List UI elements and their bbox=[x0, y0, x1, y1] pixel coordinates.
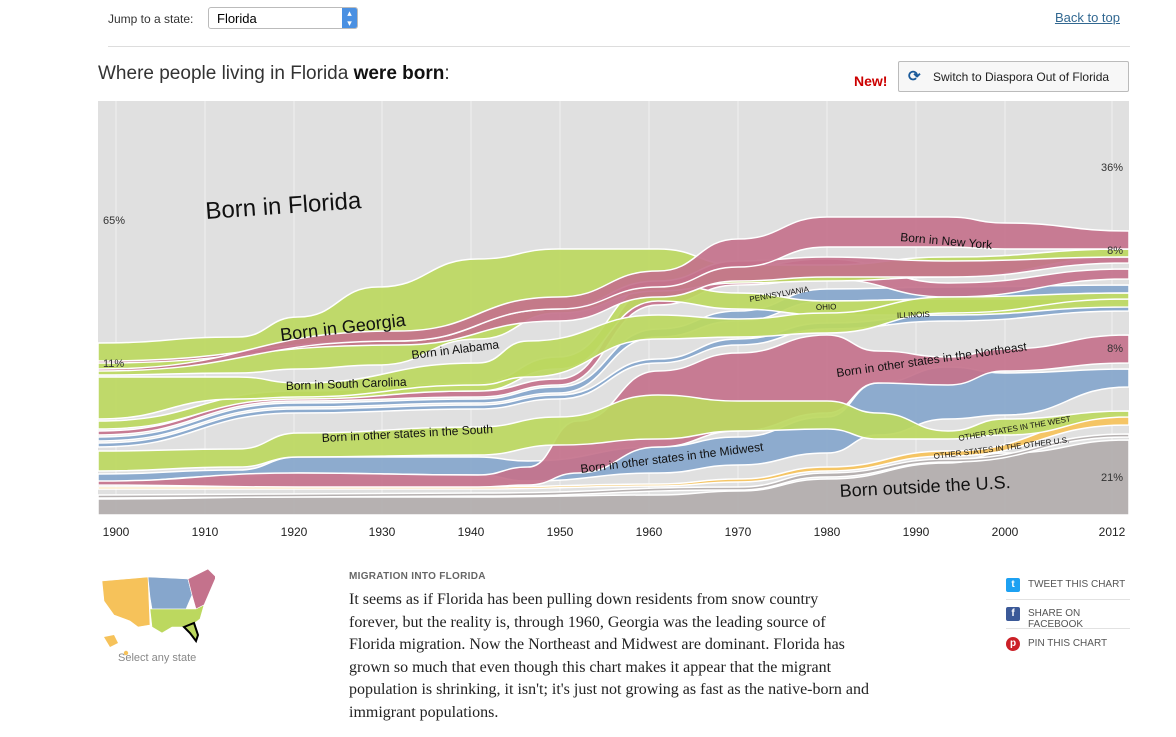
pin-label: PIN THIS CHART bbox=[1028, 638, 1108, 649]
stream-label: OHIO bbox=[816, 302, 837, 312]
stream-band[interactable] bbox=[98, 414, 1129, 490]
x-tick-label: 1970 bbox=[725, 525, 752, 539]
state-select-value: Florida bbox=[217, 11, 257, 26]
streams bbox=[98, 216, 1129, 516]
stream-label: Born in South Carolina bbox=[286, 375, 407, 393]
pin-chart-link[interactable]: p PIN THIS CHART bbox=[1006, 629, 1130, 658]
back-to-top-link[interactable]: Back to top bbox=[1054, 10, 1120, 25]
tweet-label: TWEET THIS CHART bbox=[1028, 579, 1126, 590]
twitter-icon: t bbox=[1006, 578, 1020, 592]
share-facebook-link[interactable]: f SHARE ON FACEBOOK bbox=[1006, 599, 1130, 630]
stream-band[interactable] bbox=[98, 284, 1129, 442]
map-west-region[interactable] bbox=[101, 576, 151, 628]
map-caption: Select any state bbox=[118, 652, 197, 664]
end-percent-label: 8% bbox=[1107, 343, 1123, 355]
refresh-icon: ⟳ bbox=[908, 68, 921, 85]
x-tick-label: 2012 bbox=[1099, 525, 1126, 539]
headline-prefix: Where people living in Florida bbox=[98, 63, 354, 84]
end-percent-label: 21% bbox=[1101, 472, 1123, 484]
map-florida-selected[interactable] bbox=[182, 621, 200, 644]
tweet-chart-link[interactable]: t TWEET THIS CHART bbox=[1006, 570, 1130, 600]
x-axis: 1900 1910 1920 1930 1940 1950 1960 1970 1980 1990… bbox=[103, 525, 1126, 539]
start-percent-label: 65% bbox=[103, 215, 125, 227]
end-percent-label: 8% bbox=[1107, 245, 1123, 257]
map-hawaii[interactable] bbox=[123, 650, 129, 656]
stream-label: ILLINOIS bbox=[897, 310, 930, 320]
x-tick-label: 1960 bbox=[636, 525, 663, 539]
pinterest-icon: p bbox=[1006, 637, 1020, 651]
map-northeast-region[interactable] bbox=[187, 568, 215, 610]
stream-band[interactable] bbox=[98, 304, 1129, 448]
chart-headline: Where people living in Florida were born… bbox=[98, 63, 450, 85]
end-percent-label: 36% bbox=[1101, 162, 1123, 174]
article-body: It seems as if Florida has been pulling … bbox=[349, 591, 869, 721]
facebook-icon: f bbox=[1006, 607, 1020, 621]
jump-label: Jump to a state: bbox=[108, 12, 194, 26]
article-title: MIGRATION INTO FLORIDA bbox=[349, 571, 486, 582]
state-select[interactable]: Florida ▴ ▾ bbox=[208, 7, 358, 29]
stream-band[interactable] bbox=[98, 433, 1129, 499]
x-tick-label: 2000 bbox=[992, 525, 1019, 539]
start-percent-label: 11% bbox=[103, 358, 124, 370]
stream-band[interactable] bbox=[98, 216, 1129, 372]
headline-bold: were born bbox=[353, 63, 445, 84]
stream-band[interactable] bbox=[98, 394, 1129, 472]
switch-diaspora-button[interactable]: ⟳ Switch to Diaspora Out of Florida bbox=[898, 61, 1129, 92]
stream-band[interactable] bbox=[98, 292, 1129, 420]
stream-band[interactable] bbox=[98, 439, 1129, 516]
stream-band[interactable] bbox=[98, 258, 1129, 436]
facebook-label: SHARE ON FACEBOOK bbox=[1028, 608, 1084, 630]
x-tick-label: 1920 bbox=[281, 525, 308, 539]
headline-suffix: : bbox=[444, 63, 450, 84]
top-bar: Jump to a state: Florida ▴ ▾ Back to top bbox=[108, 6, 1130, 47]
x-tick-label: 1990 bbox=[903, 525, 930, 539]
x-tick-label: 1910 bbox=[192, 525, 219, 539]
x-tick-label: 1900 bbox=[103, 525, 130, 539]
map-midwest-region[interactable] bbox=[147, 576, 193, 610]
switch-button-label: Switch to Diaspora Out of Florida bbox=[933, 70, 1110, 84]
new-badge: New! bbox=[854, 73, 888, 89]
select-arrows-icon: ▴ ▾ bbox=[342, 8, 357, 28]
x-tick-label: 1950 bbox=[547, 525, 574, 539]
map-alaska[interactable] bbox=[104, 635, 118, 647]
x-tick-label: 1930 bbox=[369, 525, 396, 539]
us-map[interactable] bbox=[100, 565, 215, 665]
x-tick-label: 1980 bbox=[814, 525, 841, 539]
x-tick-label: 1940 bbox=[458, 525, 485, 539]
